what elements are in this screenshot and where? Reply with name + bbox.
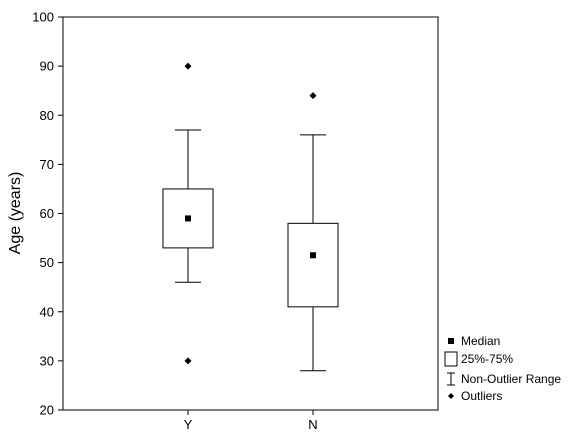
plot-frame: [62, 16, 439, 411]
y-tick-label: 50: [40, 255, 54, 270]
y-tick-label: 90: [40, 59, 54, 74]
y-tick-label: 100: [32, 10, 54, 25]
outlier-point: [184, 62, 192, 70]
y-tick-label: 70: [40, 157, 54, 172]
box-N: [287, 92, 339, 372]
y-tick-label: 80: [40, 108, 54, 123]
legend: Median 25%-75% Non-Outlier Range Outlier…: [444, 334, 561, 403]
box-Y: [162, 62, 214, 365]
x-tick-label: Y: [184, 417, 193, 432]
iqr-box: [287, 222, 339, 308]
y-tick-label: 40: [40, 304, 54, 319]
median-marker: [185, 215, 191, 222]
legend-median-label: Median: [461, 334, 500, 348]
legend-whisker-icon: [447, 372, 455, 386]
y-axis: 20 30 40 50 60 70 80 90 100: [32, 10, 63, 418]
outlier-point: [184, 357, 192, 365]
outlier-point: [309, 92, 317, 100]
legend-box-label: 25%-75%: [461, 352, 513, 366]
x-tick-label: N: [308, 417, 317, 432]
y-tick-label: 60: [40, 206, 54, 221]
legend-box-swatch: [444, 351, 458, 367]
y-tick-label: 20: [40, 403, 54, 418]
legend-outlier-marker: [448, 393, 454, 399]
legend-whisker-label: Non-Outlier Range: [461, 372, 561, 386]
legend-outliers-label: Outliers: [461, 389, 502, 403]
median-marker: [310, 252, 316, 259]
y-axis-label: Age (years): [7, 172, 24, 255]
y-tick-label: 30: [40, 353, 54, 368]
box-series: [162, 62, 339, 372]
legend-median-marker: [448, 338, 454, 344]
